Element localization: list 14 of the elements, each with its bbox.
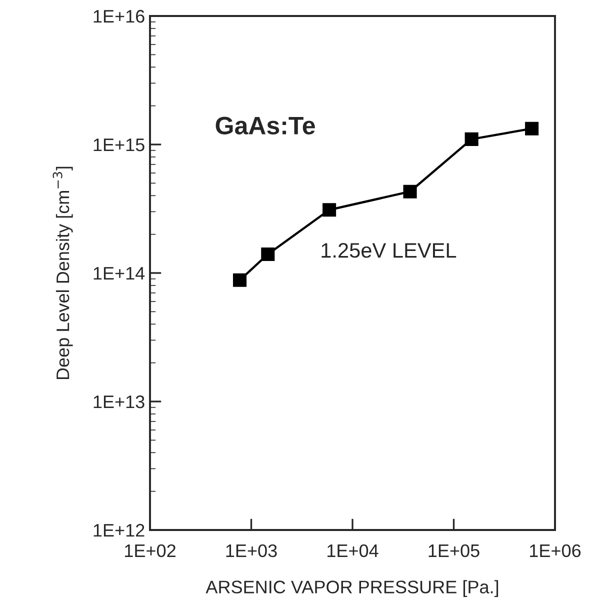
x-tick-label: 1E+03: [226, 544, 277, 558]
y-tick-label: 1E+15: [94, 138, 144, 152]
x-tick-label: 1E+06: [530, 544, 581, 558]
x-tick-label: 1E+02: [125, 544, 176, 558]
y-tick-label: 1E+13: [94, 395, 144, 408]
x-tick-label: 1E+04: [328, 544, 378, 558]
x-tick-label: 1E+05: [428, 544, 480, 558]
y-tick-label: 1E+12: [94, 524, 144, 537]
y-tick-label: 1E+14: [94, 267, 145, 280]
annotation: GaAs:Te: [216, 116, 315, 134]
x-axis-title: ARSENIC VAPOR PRESSURE [Pa.]: [206, 580, 498, 597]
y-axis-title: Deep Level Density [cm$^{−3}$]: [52, 166, 73, 380]
annotation: 1.25eV LEVEL: [322, 243, 456, 258]
y-tick-label: 1E+16: [94, 10, 144, 23]
